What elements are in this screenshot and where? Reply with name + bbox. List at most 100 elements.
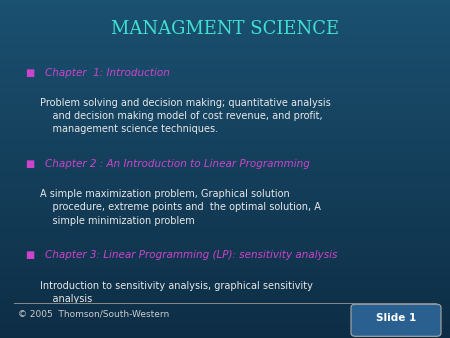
Bar (14, 303, 436, 304)
Bar (0, 159, 450, 161)
Bar (0, 304, 450, 306)
Bar (0, 137, 450, 139)
Bar (0, 49, 450, 51)
Bar (0, 113, 450, 115)
Bar (0, 250, 450, 252)
Bar (0, 299, 450, 301)
Bar (0, 39, 450, 41)
Bar (0, 127, 450, 128)
Bar (0, 64, 450, 66)
Text: A simple maximization problem, Graphical solution
    procedure, extreme points : A simple maximization problem, Graphical… (40, 189, 321, 226)
Bar (0, 196, 450, 198)
Bar (0, 243, 450, 245)
Bar (0, 292, 450, 294)
Bar (0, 29, 450, 30)
Bar (0, 194, 450, 196)
Bar (0, 103, 450, 105)
Bar (0, 88, 450, 90)
Bar (0, 210, 450, 211)
Bar (0, 179, 450, 181)
Bar (0, 257, 450, 259)
Bar (0, 56, 450, 57)
Bar (0, 176, 450, 177)
Bar (0, 100, 450, 101)
Bar (0, 19, 450, 20)
Bar (0, 184, 450, 186)
Text: MANAGMENT SCIENCE: MANAGMENT SCIENCE (111, 20, 339, 38)
Bar (0, 5, 450, 7)
Bar (0, 142, 450, 144)
Bar (0, 86, 450, 88)
Bar (0, 333, 450, 335)
Bar (0, 41, 450, 42)
Bar (0, 296, 450, 297)
Bar (0, 226, 450, 228)
Bar (0, 291, 450, 292)
Bar (0, 144, 450, 145)
Bar (0, 140, 450, 142)
Bar (0, 262, 450, 264)
Bar (0, 242, 450, 243)
Bar (0, 237, 450, 238)
Bar (0, 57, 450, 59)
Bar (0, 24, 450, 25)
Bar (0, 150, 450, 152)
Bar (0, 191, 450, 193)
Bar (0, 135, 450, 137)
Bar (0, 68, 450, 69)
Bar (0, 98, 450, 100)
Bar (0, 233, 450, 235)
Bar (0, 15, 450, 17)
Bar (0, 213, 450, 215)
Bar (0, 208, 450, 210)
Bar (0, 269, 450, 270)
Bar (0, 52, 450, 54)
Bar (0, 8, 450, 10)
Bar (0, 95, 450, 96)
Bar (0, 120, 450, 122)
Bar (0, 14, 450, 15)
Bar (0, 17, 450, 19)
Bar (0, 69, 450, 71)
Bar (0, 78, 450, 79)
Bar (0, 37, 450, 39)
Bar (0, 83, 450, 84)
Text: Chapter  1: Introduction: Chapter 1: Introduction (45, 68, 170, 78)
Bar (0, 47, 450, 49)
Bar (0, 93, 450, 95)
Bar (0, 76, 450, 78)
Bar (0, 171, 450, 172)
Bar (0, 252, 450, 254)
Bar (0, 303, 450, 304)
Bar (0, 314, 450, 316)
Bar (0, 164, 450, 166)
Bar (0, 218, 450, 220)
Bar (0, 308, 450, 309)
Bar (0, 35, 450, 37)
Bar (0, 3, 450, 5)
Bar (0, 215, 450, 216)
Bar (0, 254, 450, 255)
Bar (0, 145, 450, 147)
Bar (0, 44, 450, 46)
Bar (0, 166, 450, 167)
Bar (0, 12, 450, 14)
Bar (0, 247, 450, 248)
Bar (0, 91, 450, 93)
Text: ■: ■ (25, 250, 34, 260)
Bar (0, 248, 450, 250)
Bar (0, 118, 450, 120)
Bar (0, 30, 450, 32)
Bar (0, 220, 450, 221)
Bar (0, 189, 450, 191)
Bar (0, 223, 450, 225)
Bar (0, 240, 450, 242)
Bar (0, 272, 450, 274)
Bar (0, 167, 450, 169)
Bar (0, 123, 450, 125)
Bar (0, 235, 450, 237)
Bar (0, 66, 450, 68)
Bar (0, 177, 450, 179)
Bar (0, 105, 450, 106)
Bar (0, 181, 450, 183)
